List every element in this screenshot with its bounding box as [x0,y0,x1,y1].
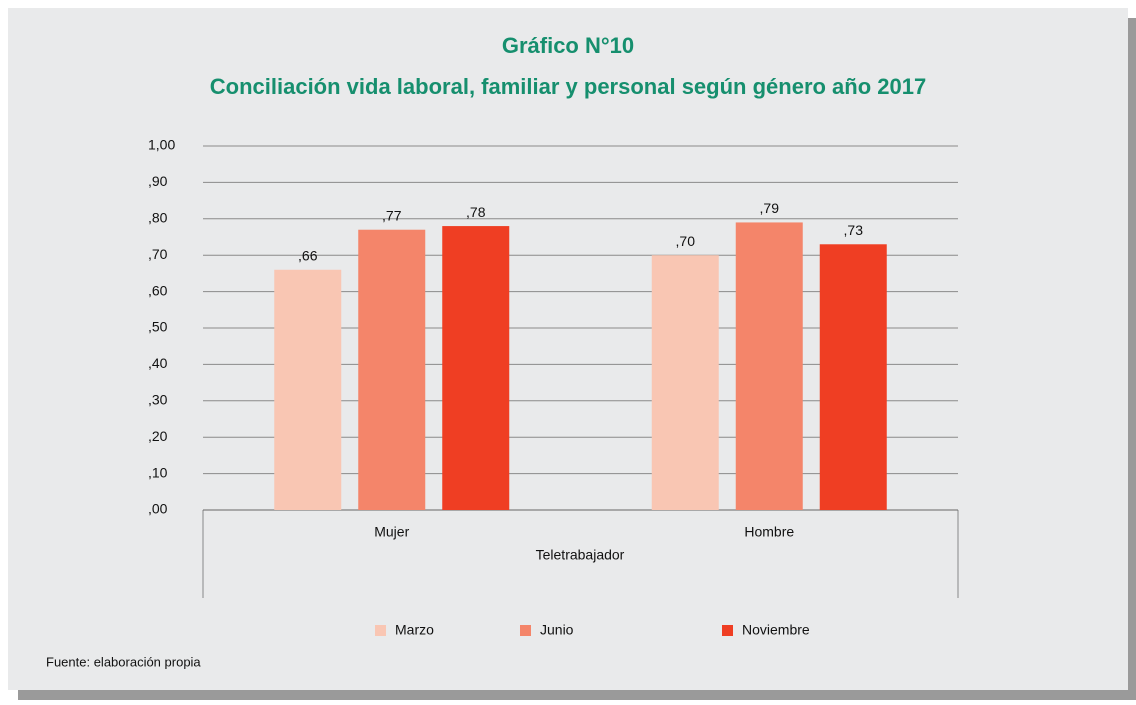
chart-title: Gráfico N°10 [502,33,634,58]
y-tick-label: ,40 [148,355,168,371]
y-tick-label: ,60 [148,282,168,298]
bar [651,255,719,510]
data-label: ,79 [760,200,780,216]
bar [358,229,426,510]
data-label: ,70 [676,233,696,249]
source-note: Fuente: elaboración propia [46,654,201,669]
y-tick-label: 1,00 [148,137,175,153]
x-tick-label: Hombre [744,524,794,540]
legend-swatch [722,625,733,636]
data-label: ,77 [382,207,402,223]
panel [8,8,1128,690]
legend-label: Noviembre [742,622,810,638]
y-tick-label: ,70 [148,246,168,262]
y-tick-label: ,20 [148,428,168,444]
legend-label: Marzo [395,622,434,638]
y-tick-label: ,90 [148,173,168,189]
y-tick-label: ,80 [148,210,168,226]
bar [274,269,342,510]
chart-subtitle: Conciliación vida laboral, familiar y pe… [210,74,926,99]
x-tick-label: Mujer [374,524,409,540]
bar [442,226,510,510]
bar [819,244,887,510]
data-label: ,73 [844,222,864,238]
y-tick-label: ,10 [148,464,168,480]
y-tick-label: ,00 [148,501,168,517]
x-axis-label: Teletrabajador [536,547,625,563]
bar [735,222,803,510]
legend-label: Junio [540,622,574,638]
y-tick-label: ,30 [148,392,168,408]
data-label: ,66 [298,247,318,263]
legend-swatch [520,625,531,636]
data-label: ,78 [466,204,486,220]
legend-swatch [375,625,386,636]
y-tick-label: ,50 [148,319,168,335]
